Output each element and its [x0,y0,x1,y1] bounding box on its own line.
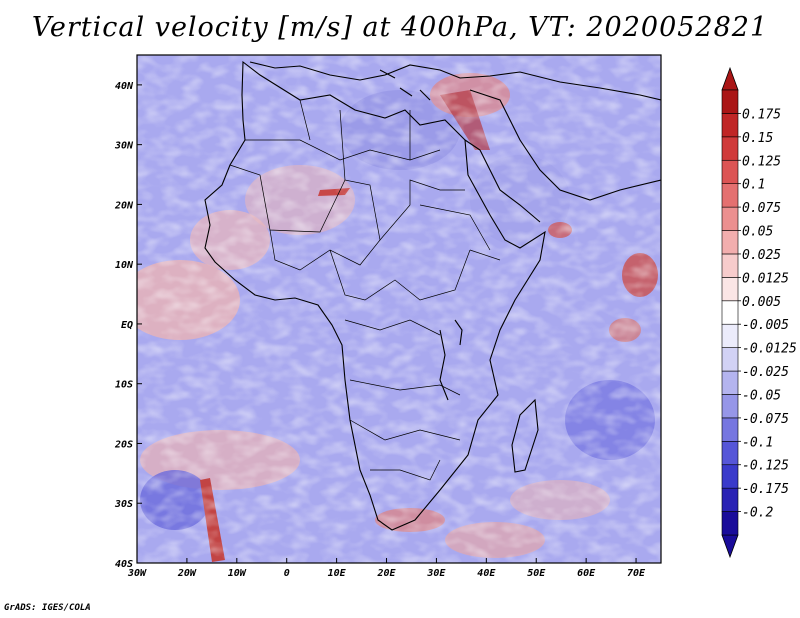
colorbar-top-arrow [721,66,739,91]
coastlines [204,60,661,531]
lon-tick-label: 0 [284,568,290,579]
colorbar-label: 0.05 [742,225,773,240]
colorbar-label: 0.005 [742,295,781,310]
colorbar-label: 0.0125 [742,271,789,286]
colorbar-swatch [721,300,739,325]
colorbar-swatch [721,511,739,536]
colorbar-swatch [721,464,739,489]
colorbar-label: -0.1 [742,435,773,450]
lat-tick-label: 40N [115,81,134,92]
colorbar-swatch [721,183,739,208]
colorbar-swatch [721,417,739,442]
colorbar-swatch [721,347,739,372]
colorbar-label: -0.05 [742,388,781,403]
lat-tick-label: 10S [115,380,133,391]
colorbar-label: -0.075 [742,412,789,427]
colorbar-label: -0.025 [742,365,789,380]
colorbar-swatch [721,136,739,161]
colorbar-swatch [721,253,739,278]
lat-tick-label: EQ [121,320,133,331]
colorbar-label: 0.175 [742,107,781,122]
colorbar-label: 0.15 [742,131,773,146]
colorbar-swatch [721,230,739,255]
colorbar-swatch [721,441,739,466]
colorbar-label: 0.075 [742,201,781,216]
lon-tick-label: 20E [376,568,396,579]
colorbar-swatch [721,323,739,348]
lat-tick-label: 30S [114,499,133,510]
colorbar-label: 0.125 [742,154,781,169]
colorbar-swatch [721,113,739,138]
colorbar-label: -0.125 [742,459,789,474]
chart-title: Vertical velocity [m/s] at 400hPa, VT: 2… [31,12,769,43]
lon-tick-label: 60E [577,568,596,579]
lon-tick-label: 20W [177,568,197,579]
lat-tick-label: 30N [114,141,134,152]
colorbar-label: 0.025 [742,248,781,263]
colorbar-label: 0.1 [742,178,765,193]
colorbar-swatch [721,394,739,419]
lon-tick-label: 30W [127,568,147,579]
country-borders [229,99,501,481]
map-axes: 30W 20W 10W 0 10E 20E 30E 40E 50E 60E 70E 40N 30N 20N… [114,81,646,579]
lon-tick-label: 30E [426,568,446,579]
colorbar-bottom-arrow [721,534,739,559]
colorbar-label: -0.175 [742,482,789,497]
lat-tick-label: 40S [115,559,133,570]
lon-tick-label: 50E [527,568,546,579]
colorbar-label: -0.005 [742,318,789,333]
colorbar-swatch [721,370,739,395]
colorbar: -0.2 -0.175 -0.125 -0.1 -0.075 -0.05 -0.025 -0.… [721,66,797,559]
colorbar-swatch [721,206,739,231]
colorbar-label: -0.0125 [742,342,797,357]
credit-text: GrADS: IGES/COLA [4,603,91,613]
colorbar-swatch [721,89,739,114]
colorbar-swatch [721,277,739,302]
lon-tick-label: 40E [477,568,496,579]
field-texture [137,55,661,563]
lon-tick-label: 10E [328,568,347,579]
lat-tick-label: 20N [114,200,134,211]
colorbar-label: -0.2 [742,506,773,521]
lon-tick-label: 10W [228,568,247,579]
lat-tick-label: 20S [114,439,133,450]
map-frame [136,54,662,564]
colorbar-swatch [721,159,739,184]
colorbar-swatch [721,487,739,512]
lat-tick-label: 10N [115,260,134,271]
lon-tick-label: 70E [627,568,646,579]
